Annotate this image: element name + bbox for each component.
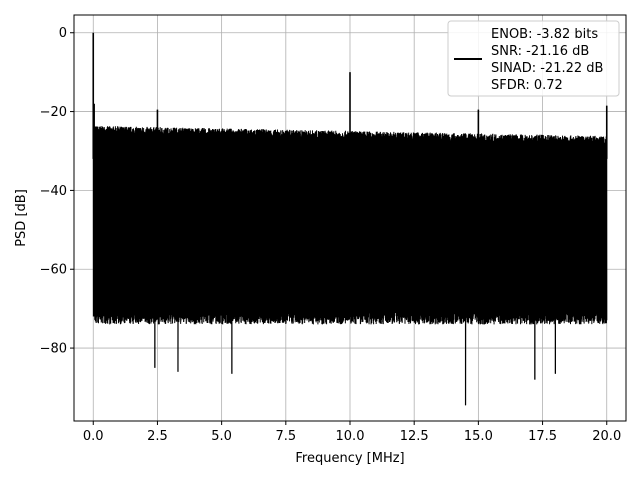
- legend-sinad: SINAD: -21.22 dB: [491, 61, 603, 76]
- y-axis-label: PSD [dB]: [14, 189, 29, 247]
- x-tick-label: 20.0: [592, 429, 621, 444]
- x-tick-label: 2.5: [147, 429, 168, 444]
- x-tick-label: 12.5: [400, 429, 429, 444]
- x-axis: 0.0 2.5 5.0 7.5 10.0 12.5 15.0 17.5 20.0: [83, 421, 621, 444]
- y-tick-label: 0: [59, 26, 67, 41]
- x-tick-label: 7.5: [275, 429, 296, 444]
- x-tick-label: 5.0: [211, 429, 232, 444]
- psd-trace: [92, 103, 608, 406]
- legend-sfdr: SFDR: 0.72: [491, 78, 563, 93]
- y-axis: 0 −20 −40 −60 −80: [40, 26, 74, 357]
- legend: ENOB: -3.82 bits SNR: -21.16 dB SINAD: -…: [447, 20, 620, 97]
- x-axis-label: Frequency [MHz]: [295, 451, 404, 466]
- x-tick-label: 10.0: [336, 429, 365, 444]
- y-tick-label: −40: [40, 184, 67, 199]
- y-tick-label: −20: [40, 105, 67, 120]
- y-tick-label: −80: [40, 342, 67, 357]
- y-tick-label: −60: [40, 263, 67, 278]
- plot-area: [92, 32, 608, 406]
- legend-snr: SNR: -21.16 dB: [491, 44, 589, 59]
- legend-box: [447, 20, 620, 97]
- x-tick-label: 15.0: [464, 429, 493, 444]
- x-tick-label: 0.0: [83, 429, 104, 444]
- legend-enob: ENOB: -3.82 bits: [491, 27, 598, 42]
- x-tick-label: 17.5: [528, 429, 557, 444]
